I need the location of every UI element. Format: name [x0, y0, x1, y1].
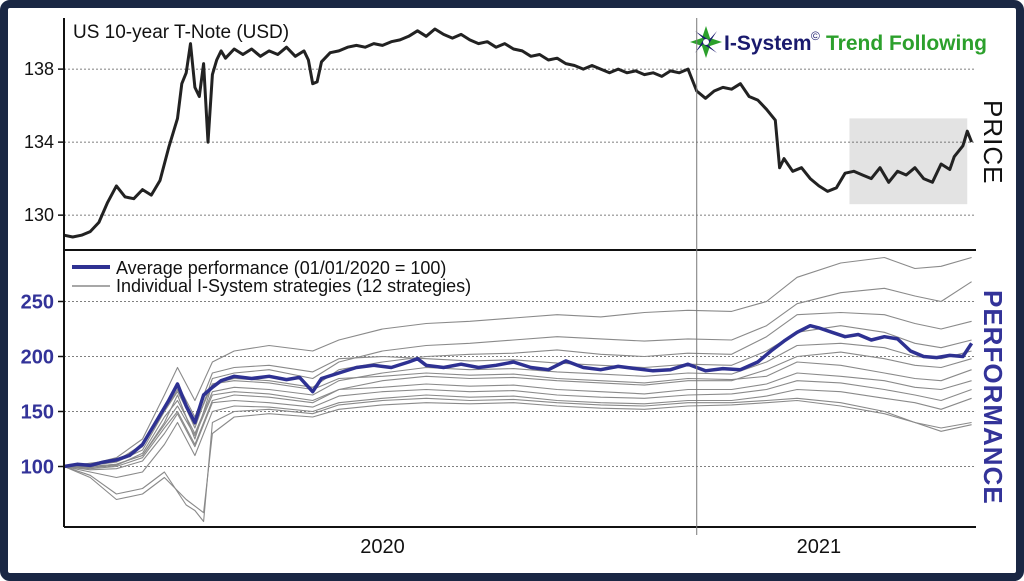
- performance-grid: [64, 301, 976, 467]
- price-series-line: [63, 27, 973, 239]
- price-highlight-region: [849, 118, 968, 205]
- price-panel-title: US 10-year T-Note (USD): [73, 22, 289, 43]
- average-performance-line: [63, 323, 974, 469]
- price-tick-label: 134: [24, 132, 54, 152]
- brand-name: I-System: [724, 32, 812, 55]
- strategy-line: [63, 281, 972, 468]
- strategy-line: [64, 372, 972, 468]
- performance-tick-label: 100: [21, 457, 54, 479]
- price-tick-label: 138: [24, 59, 54, 79]
- strategy-line: [63, 361, 972, 468]
- strategy-line: [63, 380, 972, 471]
- strategy-line: [63, 256, 972, 468]
- performance-tick-label: 200: [21, 347, 54, 369]
- x-tick-label: 2021: [797, 536, 842, 558]
- strategy-line: [63, 397, 972, 523]
- strategy-line: [63, 399, 972, 514]
- performance-tick-label: 250: [21, 292, 54, 314]
- brand-logo: I-System © Trend Following: [690, 26, 987, 58]
- legend-label-strategies: Individual I-System strategies (12 strat…: [116, 276, 471, 296]
- performance-series-lines: [63, 256, 974, 523]
- performance-tick-label: 150: [21, 402, 54, 424]
- price-tick-label: 130: [24, 205, 54, 225]
- performance-y-ticks: 100 150 200 250: [21, 292, 64, 479]
- price-panel: 130 134 138 US 10-year T-Note (USD) PRICE: [24, 22, 1008, 239]
- strategy-line: [63, 351, 972, 470]
- x-tick-label: 2020: [360, 536, 405, 558]
- brand-copyright-mark: ©: [811, 29, 820, 43]
- star-icon: [690, 26, 722, 58]
- price-axis-label: PRICE: [978, 100, 1008, 184]
- performance-axis-label: PERFORMANCE: [978, 290, 1008, 505]
- x-axis-ticks: 2020 2021: [360, 536, 841, 558]
- performance-panel: 100 150 200 250 PERFORMANCE: [21, 256, 1008, 523]
- price-grid: [64, 68, 976, 216]
- price-y-ticks: 130 134 138: [24, 59, 64, 225]
- strategy-line: [63, 342, 972, 469]
- legend-label-average: Average performance (01/01/2020 = 100): [116, 258, 446, 278]
- strategy-line: [63, 388, 972, 479]
- brand-tagline: Trend Following: [826, 32, 987, 55]
- legend: Average performance (01/01/2020 = 100) I…: [72, 258, 471, 296]
